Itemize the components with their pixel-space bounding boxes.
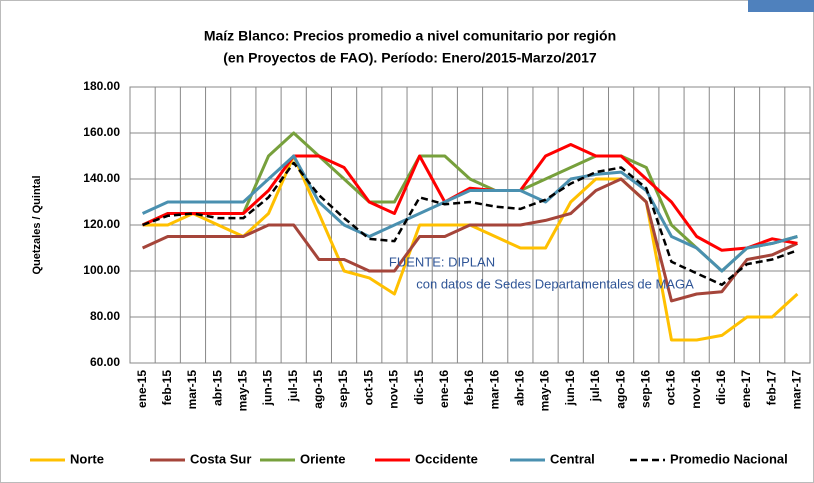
y-tick-label: 80.00 [90,309,120,323]
x-tick-label: dic-16 [714,370,728,405]
x-tick-label: oct-16 [664,370,678,406]
series-line [142,161,798,287]
y-tick-label: 140.00 [83,171,120,185]
x-tick-label: ene-17 [739,370,753,408]
x-tick-label: jun-16 [563,370,577,407]
chart-title: Maíz Blanco: Precios promedio a nivel co… [204,28,616,44]
chart-subtitle: (en Proyectos de FAO). Período: Enero/20… [223,50,597,66]
x-tick-label: mar-16 [487,370,501,410]
x-tick-label: jul-16 [588,370,602,403]
x-tick-label: ago-16 [613,370,627,409]
series-line [141,143,798,252]
y-tick-label: 60.00 [90,355,120,369]
x-tick-label: dic-15 [412,370,426,405]
x-tick-label: ene-15 [135,370,149,408]
x-tick-label: ene-16 [437,370,451,408]
legend-label: Central [550,451,595,466]
x-tick-label: may-16 [538,370,552,412]
annotation: FUENTE: DIPLAN [389,254,495,269]
y-tick-label: 160.00 [83,125,120,139]
x-tick-label: sep-16 [638,370,652,408]
legend-label: Occidente [415,451,478,466]
annotation: con datos de Sedes Departamentales de MA… [416,276,694,291]
legend-label: Oriente [300,451,346,466]
x-tick-label: sep-15 [336,370,350,408]
plot-frame [129,86,811,364]
legend-label: Costa Sur [190,451,251,466]
y-axis-label: Quetzales / Quintal [31,175,43,274]
x-tick-label: jun-15 [261,370,275,407]
legend-label: Promedio Nacional [670,451,788,466]
y-tick-label: 120.00 [83,217,120,231]
x-tick-label: mar-17 [790,370,804,410]
y-tick-label: 100.00 [83,263,120,277]
series-line [141,177,799,303]
x-tick-label: abr-15 [210,370,224,406]
x-tick-label: oct-15 [361,370,375,406]
x-tick-label: feb-16 [462,370,476,406]
x-tick-label: jul-15 [286,370,300,403]
x-tick-label: nov-15 [387,370,401,409]
legend-label: Norte [70,451,104,466]
series-line [141,154,798,273]
y-tick-label: 180.00 [83,79,120,93]
x-tick-label: may-15 [236,370,250,412]
x-tick-label: feb-17 [764,370,778,406]
x-tick-label: ago-15 [311,370,325,409]
corner-decoration [748,0,814,12]
x-tick-label: nov-16 [689,370,703,409]
x-tick-label: abr-16 [513,370,527,406]
x-tick-label: mar-15 [185,370,199,410]
x-tick-label: feb-15 [160,370,174,406]
